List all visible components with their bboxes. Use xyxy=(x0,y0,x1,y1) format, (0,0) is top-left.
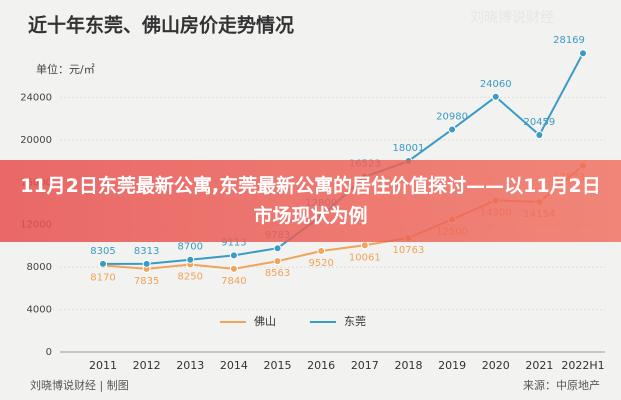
point xyxy=(535,130,544,139)
x-tick-label: 2012 xyxy=(133,359,161,372)
value-label: 28169 xyxy=(553,35,585,46)
x-tick-label: 2016 xyxy=(307,359,335,372)
value-label: 20459 xyxy=(523,117,555,128)
value-label: 8313 xyxy=(134,246,159,257)
legend-label: 东莞 xyxy=(344,315,366,328)
point xyxy=(229,264,238,273)
footer-right: 来源：中原地产 xyxy=(523,378,600,392)
value-label: 10763 xyxy=(393,245,425,256)
x-tick-label: 2011 xyxy=(89,359,117,372)
value-label: 10061 xyxy=(349,252,381,263)
point xyxy=(229,251,238,260)
value-label: 8170 xyxy=(90,272,115,283)
point xyxy=(273,257,282,266)
y-tick-label: 24000 xyxy=(20,92,52,103)
point xyxy=(273,244,282,253)
point xyxy=(99,259,107,268)
point xyxy=(360,241,369,250)
x-tick-label: 2014 xyxy=(220,359,248,372)
value-label: 9113 xyxy=(221,237,246,248)
point xyxy=(579,49,587,58)
value-label: 8563 xyxy=(265,268,290,279)
y-tick-label: 4000 xyxy=(27,305,52,316)
point xyxy=(142,259,151,268)
banner-text: 11月2日东莞最新公寓,东莞最新公寓的居住价值探讨——以11月2日市场现状为例 xyxy=(20,175,601,227)
point xyxy=(491,92,500,101)
value-label: 9520 xyxy=(308,258,333,269)
value-label: 8250 xyxy=(178,271,203,282)
x-tick-label: 2021 xyxy=(525,359,553,372)
y-tick-label: 0 xyxy=(46,347,52,358)
legend-label: 佛山 xyxy=(254,315,276,328)
x-tick-label: 2019 xyxy=(438,359,466,372)
x-tick-label: 2013 xyxy=(176,359,204,372)
x-tick-label: 2015 xyxy=(264,359,292,372)
value-label: 7840 xyxy=(221,276,246,287)
y-tick-label: 8000 xyxy=(27,262,52,273)
x-tick-label: 2022H1 xyxy=(561,359,604,372)
value-label: 20980 xyxy=(436,111,468,122)
value-label: 8305 xyxy=(90,246,115,257)
banner xyxy=(0,160,621,242)
chart-title: 近十年东莞、佛山房价走势情况 xyxy=(28,14,294,37)
value-label: 24060 xyxy=(480,79,512,90)
y-tick-label: 20000 xyxy=(20,135,52,146)
x-tick-label: 2018 xyxy=(394,359,422,372)
watermark: 刘晓博说财经 xyxy=(470,9,554,26)
unit-label: 单位：元/㎡ xyxy=(36,62,95,76)
point xyxy=(448,125,457,134)
footer-left: 刘晓博说财经 | 制图 xyxy=(30,378,129,392)
value-label: 18001 xyxy=(393,143,425,154)
point xyxy=(317,247,326,256)
value-label: 8700 xyxy=(178,242,203,253)
x-tick-label: 2020 xyxy=(482,359,510,372)
x-tick-label: 2017 xyxy=(351,359,379,372)
value-label: 7835 xyxy=(134,276,159,287)
point xyxy=(186,255,195,264)
banner-box: 11月2日东莞最新公寓,东莞最新公寓的居住价值探讨——以11月2日市场现状为例 xyxy=(20,175,601,227)
